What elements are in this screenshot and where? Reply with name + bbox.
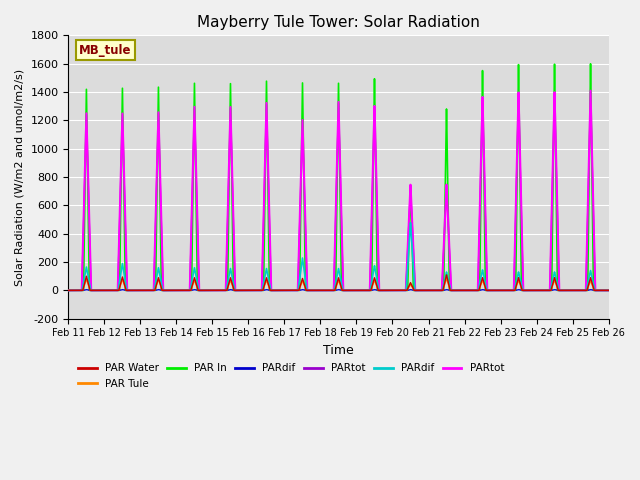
Y-axis label: Solar Radiation (W/m2 and umol/m2/s): Solar Radiation (W/m2 and umol/m2/s) — [15, 69, 25, 286]
Text: MB_tule: MB_tule — [79, 44, 132, 57]
Legend: PAR Water, PAR Tule, PAR In, PARdif, PARtot, PARdif, PARtot: PAR Water, PAR Tule, PAR In, PARdif, PAR… — [74, 360, 508, 393]
Title: Mayberry Tule Tower: Solar Radiation: Mayberry Tule Tower: Solar Radiation — [197, 15, 480, 30]
X-axis label: Time: Time — [323, 344, 354, 357]
